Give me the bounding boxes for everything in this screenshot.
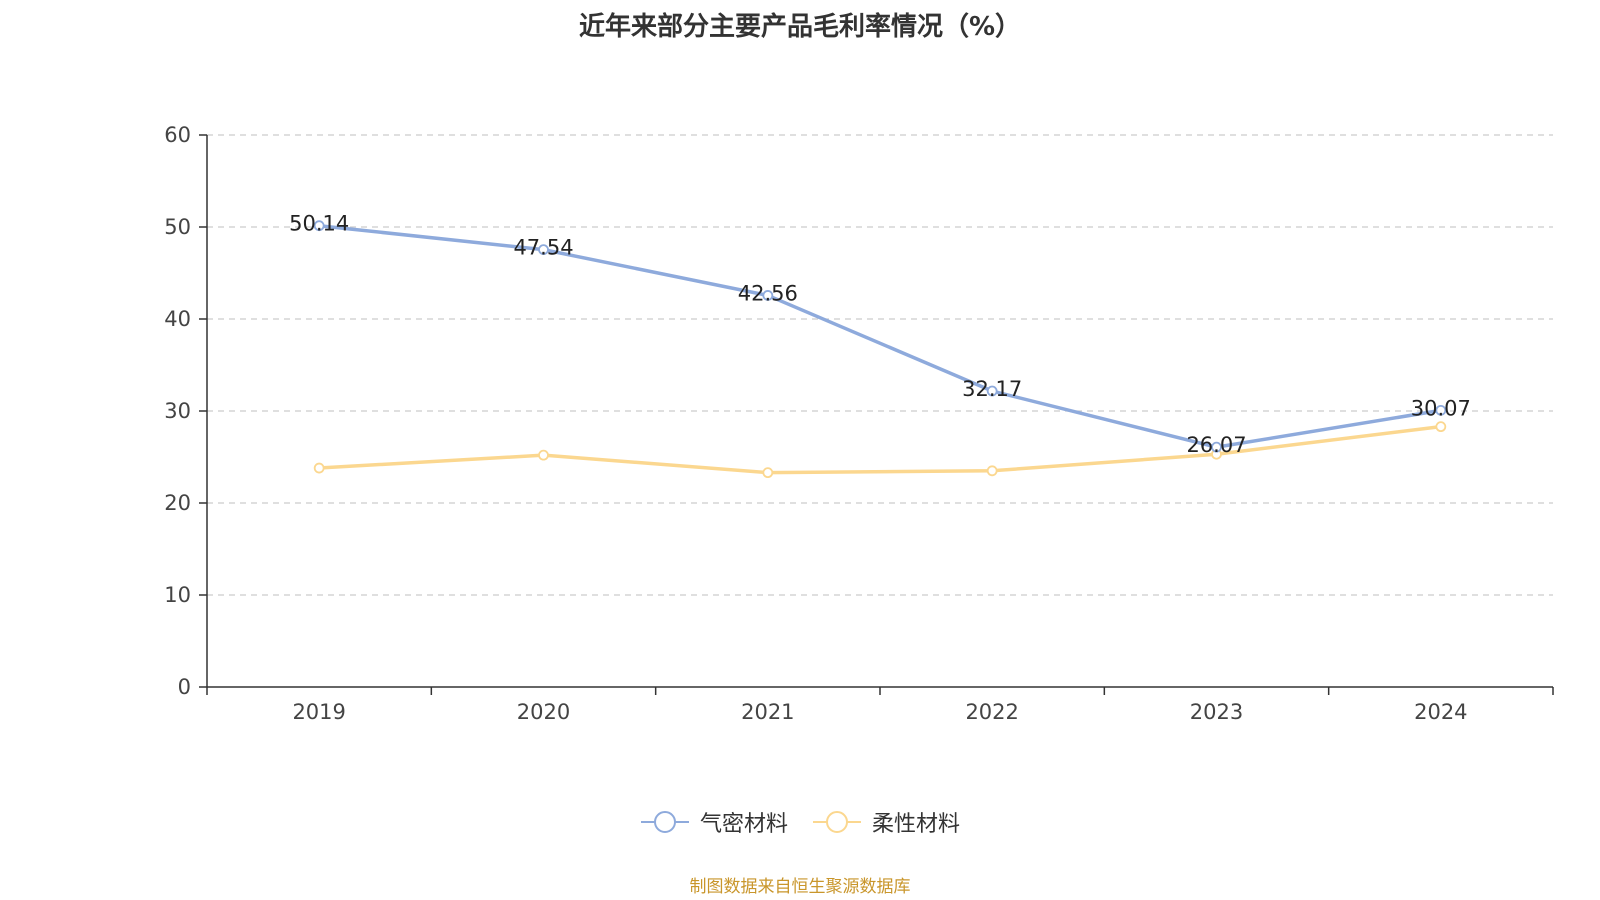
data-point-series-1 [538, 244, 549, 256]
x-tick-label: 2022 [965, 700, 1018, 724]
data-point-series-2 [313, 462, 325, 474]
legend-marker-series-1 [640, 811, 689, 833]
data-point-series-1 [762, 290, 774, 301]
x-tick-label: 2024 [1414, 700, 1467, 724]
y-tick-label: 10 [164, 583, 191, 607]
data-point-series-2 [986, 465, 998, 477]
data-point-series-1 [313, 220, 325, 232]
legend: 气密材料 柔性材料 [0, 806, 1600, 838]
legend-label-series-2: 柔性材料 [872, 812, 961, 837]
series-line-2 [319, 424, 1442, 475]
y-tick-label: 20 [164, 491, 191, 515]
legend-item-series-1[interactable]: 气密材料 [640, 806, 788, 838]
x-tick-label: 2023 [1190, 700, 1243, 724]
data-point-series-2 [762, 467, 774, 479]
data-label-series-1: 50.14 [289, 212, 349, 236]
series-line-1 [318, 223, 1442, 449]
y-tick-label: 50 [164, 215, 191, 239]
data-label-series-1: 32.17 [962, 377, 1022, 401]
y-tick-label: 60 [164, 123, 191, 147]
y-tick-label: 0 [178, 675, 191, 699]
x-tick-label: 2019 [292, 700, 345, 724]
legend-label-series-1: 气密材料 [699, 812, 788, 837]
legend-item-series-2[interactable]: 柔性材料 [812, 806, 960, 838]
data-point-series-1 [986, 385, 998, 397]
y-tick-label: 40 [164, 307, 191, 331]
x-tick-label: 2021 [741, 700, 794, 724]
data-label-series-1: 47.54 [513, 236, 573, 260]
y-tick-label: 30 [164, 399, 191, 423]
data-label-series-1: 42.56 [738, 281, 798, 305]
legend-marker-series-2 [813, 811, 861, 833]
data-point-series-2 [1435, 421, 1447, 433]
x-tick-label: 2020 [517, 700, 570, 724]
chart-title: 近年来部分主要产品毛利率情况（%） [578, 12, 1022, 42]
data-point-series-1 [1435, 404, 1447, 416]
data-point-series-1 [1211, 441, 1222, 453]
data-label-series-1: 30.07 [1411, 396, 1471, 420]
data-label-series-1: 26.07 [1186, 433, 1246, 457]
source-note: 制图数据来自恒生聚源数据库 [689, 877, 911, 897]
data-point-series-2 [538, 449, 549, 461]
